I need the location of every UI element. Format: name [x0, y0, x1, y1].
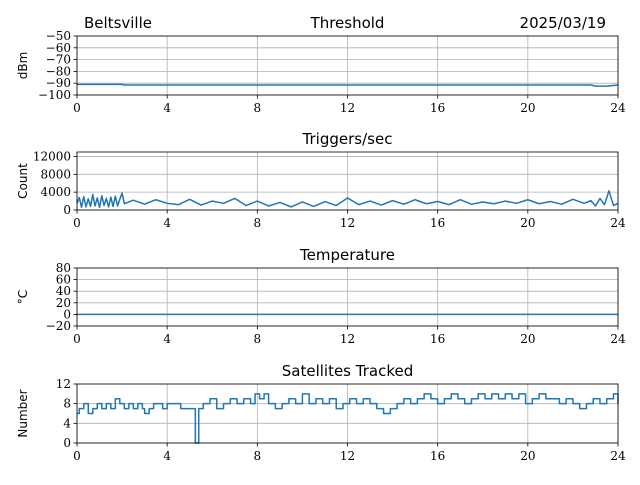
x-tick-label: 0: [73, 332, 81, 346]
series-line: [77, 393, 619, 444]
x-tick-label: 24: [610, 101, 626, 115]
x-tick-label: 8: [254, 216, 262, 230]
y-axis-label: Number: [16, 389, 30, 437]
x-tick-label: 16: [430, 216, 445, 230]
y-tick-label: −70: [46, 53, 71, 67]
x-tick-label: 8: [254, 101, 262, 115]
chart-panel-4: 0 4 8 12 16 20 24 0 4 8 12 Satellites Tracked Number: [16, 362, 626, 463]
station-label: Beltsville: [84, 14, 152, 32]
y-tick-label: 40: [56, 284, 71, 298]
x-tick-label: 16: [430, 449, 445, 463]
date-label: 2025/03/19: [520, 14, 606, 32]
y-tick-label: 8000: [40, 167, 71, 181]
x-tick-label: 16: [430, 101, 445, 115]
chart-panel-2: 0 4 8 12 16 20 24 0 4000 8000 12000 Triggers/sec Cou…: [16, 130, 626, 230]
chart-title: Satellites Tracked: [282, 362, 413, 380]
y-tick-label: 12: [56, 377, 71, 391]
x-tick-label: 4: [163, 449, 171, 463]
y-tick-label: 60: [56, 273, 71, 287]
y-tick-label: −80: [46, 64, 71, 78]
y-tick-label: 4: [63, 416, 71, 430]
series-line: [76, 190, 619, 209]
y-tick-label: 80: [56, 261, 71, 275]
y-tick-label: −100: [38, 88, 71, 102]
x-tick-label: 12: [340, 332, 355, 346]
y-axis-label: Count: [16, 163, 30, 199]
y-axis-label: °C: [16, 290, 30, 304]
x-tick-label: 4: [163, 101, 171, 115]
x-tick-label: 12: [340, 449, 355, 463]
y-tick-label: 0: [63, 203, 71, 217]
x-tick-label: 24: [610, 332, 626, 346]
x-tick-label: 8: [254, 332, 262, 346]
x-tick-label: 0: [73, 101, 81, 115]
x-tick-label: 12: [340, 101, 355, 115]
x-tick-label: 4: [163, 216, 171, 230]
y-tick-label: 20: [56, 296, 71, 310]
y-tick-label: −90: [46, 76, 71, 90]
x-tick-label: 8: [254, 449, 262, 463]
x-tick-label: 20: [520, 101, 535, 115]
y-tick-label: 0: [63, 307, 71, 321]
y-tick-label: 0: [63, 436, 71, 450]
chart-title: Triggers/sec: [302, 130, 393, 148]
chart-title: Temperature: [299, 246, 395, 264]
y-tick-label: −50: [46, 29, 71, 43]
x-tick-label: 0: [73, 216, 81, 230]
x-tick-label: 24: [610, 449, 626, 463]
x-tick-label: 0: [73, 449, 81, 463]
y-axis-label: dBm: [16, 52, 30, 80]
chart-title: Threshold: [310, 14, 385, 32]
x-tick-label: 20: [520, 216, 535, 230]
x-tick-label: 16: [430, 332, 445, 346]
x-tick-label: 4: [163, 332, 171, 346]
y-tick-label: 4000: [40, 185, 71, 199]
x-tick-label: 20: [520, 332, 535, 346]
y-tick-label: 8: [63, 397, 71, 411]
chart-panel-1: 0 4 8 12 16 20 24 −100−90−80−70−60−50 Threshold d…: [16, 14, 626, 115]
y-tick-label: −20: [46, 319, 71, 333]
y-tick-label: 12000: [33, 149, 71, 163]
x-tick-label: 24: [610, 216, 626, 230]
series-line: [77, 83, 619, 87]
x-tick-label: 12: [340, 216, 355, 230]
y-tick-label: −60: [46, 41, 71, 55]
x-tick-label: 20: [520, 449, 535, 463]
